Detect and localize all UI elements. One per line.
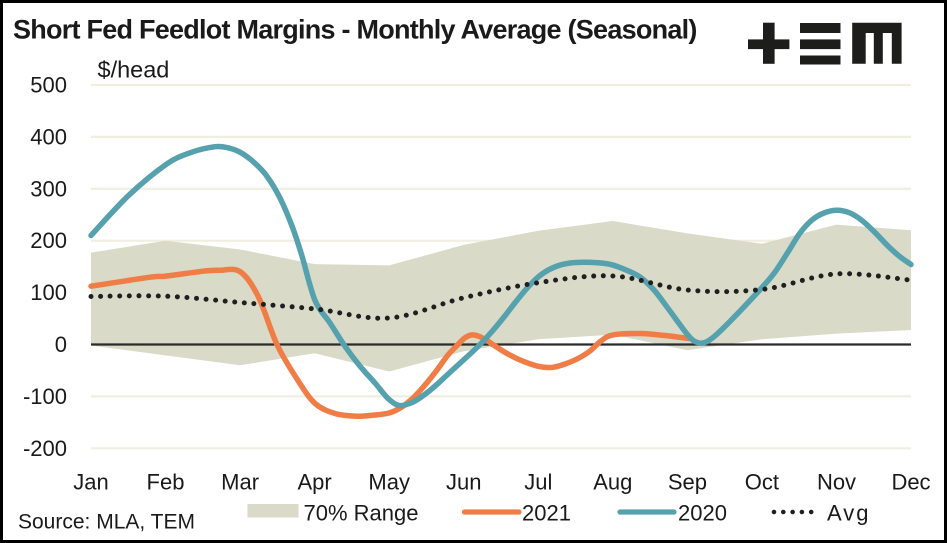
svg-text:Aug: Aug bbox=[593, 470, 632, 495]
svg-text:Apr: Apr bbox=[297, 470, 331, 495]
svg-text:$/head: $/head bbox=[98, 57, 170, 83]
svg-text:Avg: Avg bbox=[827, 501, 871, 526]
svg-text:Short Fed Feedlot Margins - Mo: Short Fed Feedlot Margins - Monthly Aver… bbox=[13, 15, 697, 45]
svg-text:500: 500 bbox=[30, 73, 67, 98]
svg-text:May: May bbox=[368, 470, 410, 495]
svg-text:2021: 2021 bbox=[522, 501, 571, 526]
svg-text:Source: MLA, TEM: Source: MLA, TEM bbox=[18, 511, 195, 534]
svg-text:0: 0 bbox=[55, 332, 67, 357]
svg-text:200: 200 bbox=[30, 228, 67, 253]
svg-text:70% Range: 70% Range bbox=[304, 501, 419, 526]
svg-text:Jun: Jun bbox=[446, 470, 481, 495]
svg-text:Dec: Dec bbox=[891, 470, 930, 495]
svg-text:Mar: Mar bbox=[221, 470, 259, 495]
svg-text:Oct: Oct bbox=[745, 470, 779, 495]
svg-text:Sep: Sep bbox=[668, 470, 707, 495]
svg-text:100: 100 bbox=[30, 280, 67, 305]
svg-text:-100: -100 bbox=[23, 384, 67, 409]
svg-text:2020: 2020 bbox=[678, 501, 727, 526]
svg-text:400: 400 bbox=[30, 124, 67, 149]
svg-text:Jul: Jul bbox=[524, 470, 552, 495]
svg-text:300: 300 bbox=[30, 176, 67, 201]
svg-text:Feb: Feb bbox=[147, 470, 185, 495]
svg-text:-200: -200 bbox=[23, 436, 67, 461]
svg-text:Nov: Nov bbox=[817, 470, 856, 495]
svg-text:Jan: Jan bbox=[73, 470, 108, 495]
